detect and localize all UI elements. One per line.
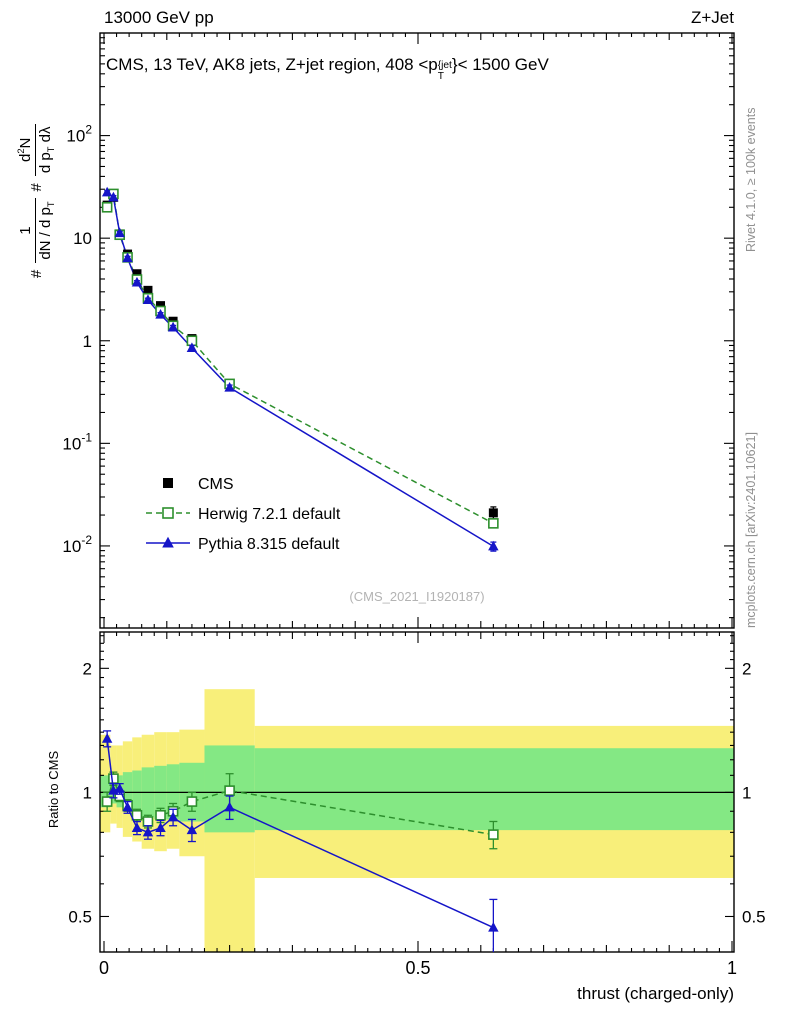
svg-text:1: 1 bbox=[727, 958, 737, 978]
svg-text:1: 1 bbox=[83, 783, 92, 802]
legend: CMS Herwig 7.2.1 default Pythia 8.315 defa… bbox=[146, 476, 341, 553]
legend-label: Herwig 7.2.1 default bbox=[198, 506, 341, 523]
svg-text:10: 10 bbox=[73, 229, 92, 248]
svg-text:2: 2 bbox=[742, 659, 751, 678]
main-series bbox=[101, 186, 499, 552]
svg-text:10-1: 10-1 bbox=[62, 430, 92, 453]
legend-label: Pythia 8.315 default bbox=[198, 536, 340, 553]
uncertainty-bands bbox=[100, 689, 734, 952]
svg-text:0.5: 0.5 bbox=[68, 907, 92, 926]
svg-text:1: 1 bbox=[83, 332, 92, 351]
legend-label: CMS bbox=[198, 476, 234, 493]
svg-text:1: 1 bbox=[742, 783, 751, 802]
ratio-series bbox=[101, 730, 499, 952]
svg-text:10-2: 10-2 bbox=[62, 533, 92, 556]
svg-text:2: 2 bbox=[83, 659, 92, 678]
svg-text:0.5: 0.5 bbox=[742, 907, 766, 926]
svg-text:102: 102 bbox=[66, 123, 92, 146]
series-herwig bbox=[101, 188, 499, 529]
series-pythia bbox=[101, 186, 499, 552]
svg-text:0.5: 0.5 bbox=[405, 958, 430, 978]
axis-tick-labels: 10-2 10-1 1 10 102 0.5 0.5 1 1 2 2 0 0.5 1 bbox=[62, 123, 765, 978]
svg-text:0: 0 bbox=[99, 958, 109, 978]
series-cms bbox=[102, 192, 498, 521]
main-panel-frame bbox=[99, 32, 735, 629]
axis-ticks bbox=[100, 33, 734, 952]
